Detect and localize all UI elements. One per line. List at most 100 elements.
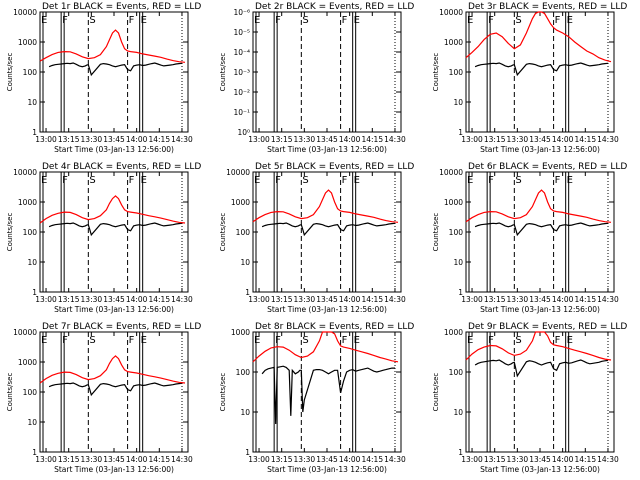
- marker-label: S: [89, 175, 95, 186]
- y-axis-label: Counts/sec: [6, 53, 14, 92]
- chart-panel-3: Det 3r BLACK = Events, RED = LLD Counts/s…: [432, 2, 627, 154]
- marker-label: E: [567, 335, 573, 346]
- x-tick-label: 13:00: [461, 455, 483, 464]
- y-tick-label: 100: [449, 368, 464, 377]
- series-events-line: [261, 365, 395, 425]
- marker-label: E: [567, 175, 573, 186]
- marker-label: S: [515, 335, 521, 346]
- x-tick-label: 14:15: [148, 455, 170, 464]
- x-tick-label: 13:45: [316, 455, 338, 464]
- y-tick-label: 10000: [13, 328, 37, 337]
- y-tick-label: 100: [23, 388, 38, 397]
- x-axis-label: Start Time (03-Jan-13 12:56:00): [267, 145, 387, 154]
- chart-panel-6: Det 6r BLACK = Events, RED = LLD Counts/s…: [432, 162, 627, 314]
- marker-label: F: [129, 15, 135, 26]
- y-axis-label: Counts/sec: [432, 213, 440, 252]
- chart-title: Det 3r BLACK = Events, RED = LLD: [468, 2, 627, 12]
- x-tick-label: 14:15: [574, 295, 596, 304]
- chart-panel-7: Det 7r BLACK = Events, RED = LLD Counts/s…: [6, 322, 201, 474]
- marker-label: E: [567, 15, 573, 26]
- marker-label: F: [62, 335, 68, 346]
- series-lld-line: [39, 195, 186, 224]
- marker-label: F: [129, 175, 135, 186]
- x-tick-label: 13:15: [58, 455, 80, 464]
- y-axis-label: Counts/sec: [6, 373, 14, 412]
- marker-label: E: [354, 175, 360, 186]
- plot-frame: [465, 331, 615, 453]
- y-tick-label: 10: [453, 258, 463, 267]
- x-tick-label: 13:15: [484, 135, 506, 144]
- series-lld-line: [252, 331, 399, 363]
- plot-frame: [252, 171, 402, 293]
- marker-label: F: [275, 175, 281, 186]
- y-axis-label: Counts/sec: [219, 373, 227, 412]
- y-axis-label: Counts/sec: [432, 53, 440, 92]
- plot-frame: [465, 171, 615, 293]
- marker-label: F: [342, 15, 348, 26]
- y-tick-label: 10: [27, 98, 37, 107]
- x-tick-label: 13:45: [103, 455, 125, 464]
- x-tick-label: 14:30: [171, 135, 193, 144]
- marker-label: F: [342, 175, 348, 186]
- x-tick-label: 13:00: [248, 295, 270, 304]
- x-tick-label: 13:30: [507, 295, 529, 304]
- series-events-line: [474, 222, 609, 237]
- x-tick-label: 14:00: [339, 455, 361, 464]
- x-tick-label: 14:00: [126, 295, 148, 304]
- x-tick-label: 13:00: [248, 135, 270, 144]
- chart-title: Det 4r BLACK = Events, RED = LLD: [42, 162, 201, 172]
- x-tick-label: 14:15: [148, 135, 170, 144]
- y-tick-label: 1000: [231, 198, 250, 207]
- marker-label: F: [488, 15, 494, 26]
- y-tick-label: 10000: [439, 168, 463, 177]
- y-tick-label: 1: [458, 448, 463, 457]
- y-tick-label: 10⁻⁵: [233, 28, 250, 37]
- marker-label: E: [354, 15, 360, 26]
- plot-frame: [465, 11, 615, 133]
- x-tick-label: 13:30: [507, 455, 529, 464]
- y-tick-label: 10000: [13, 8, 37, 17]
- x-axis-label: Start Time (03-Jan-13 12:56:00): [480, 145, 600, 154]
- y-tick-label: 100: [23, 228, 38, 237]
- marker-label: S: [89, 335, 95, 346]
- marker-label: E: [354, 335, 360, 346]
- y-tick-label: 1: [32, 128, 37, 137]
- x-tick-label: 13:45: [103, 295, 125, 304]
- x-tick-label: 14:00: [339, 295, 361, 304]
- x-tick-label: 13:00: [461, 295, 483, 304]
- plot-frame: [39, 11, 189, 133]
- marker-label: F: [62, 15, 68, 26]
- y-axis-label: Counts/sec: [432, 373, 440, 412]
- y-tick-label: 10000: [13, 168, 37, 177]
- x-tick-label: 13:45: [103, 135, 125, 144]
- y-axis-label: Counts/sec: [6, 213, 14, 252]
- y-tick-label: 1000: [444, 38, 463, 47]
- x-axis-label: Start Time (03-Jan-13 12:56:00): [54, 465, 174, 474]
- x-tick-label: 14:00: [552, 455, 574, 464]
- x-tick-label: 13:00: [35, 295, 57, 304]
- y-axis-label: Counts/sec: [219, 53, 227, 92]
- chart-title: Det 9r BLACK = Events, RED = LLD: [468, 322, 627, 332]
- plot-frame: [39, 331, 189, 453]
- marker-label: S: [515, 175, 521, 186]
- y-tick-label: 1000: [444, 198, 463, 207]
- y-tick-label: 1000: [18, 38, 37, 47]
- y-axis-label: Counts/sec: [219, 213, 227, 252]
- y-tick-label: 10⁻³: [233, 68, 250, 77]
- y-tick-label: 100: [236, 228, 251, 237]
- marker-label: E: [467, 15, 473, 26]
- series-events-line: [474, 359, 609, 378]
- x-tick-label: 14:30: [171, 295, 193, 304]
- x-tick-label: 13:30: [294, 295, 316, 304]
- x-tick-label: 13:30: [81, 455, 103, 464]
- x-axis-label: Start Time (03-Jan-13 12:56:00): [480, 465, 600, 474]
- y-tick-label: 1: [245, 448, 250, 457]
- marker-label: S: [302, 175, 308, 186]
- y-tick-label: 10⁻⁴: [233, 48, 250, 57]
- marker-label: E: [141, 175, 147, 186]
- marker-label: F: [555, 15, 561, 26]
- x-tick-label: 14:30: [384, 295, 406, 304]
- y-tick-label: 10⁻¹: [233, 108, 250, 117]
- chart-title: Det 1r BLACK = Events, RED = LLD: [42, 2, 201, 12]
